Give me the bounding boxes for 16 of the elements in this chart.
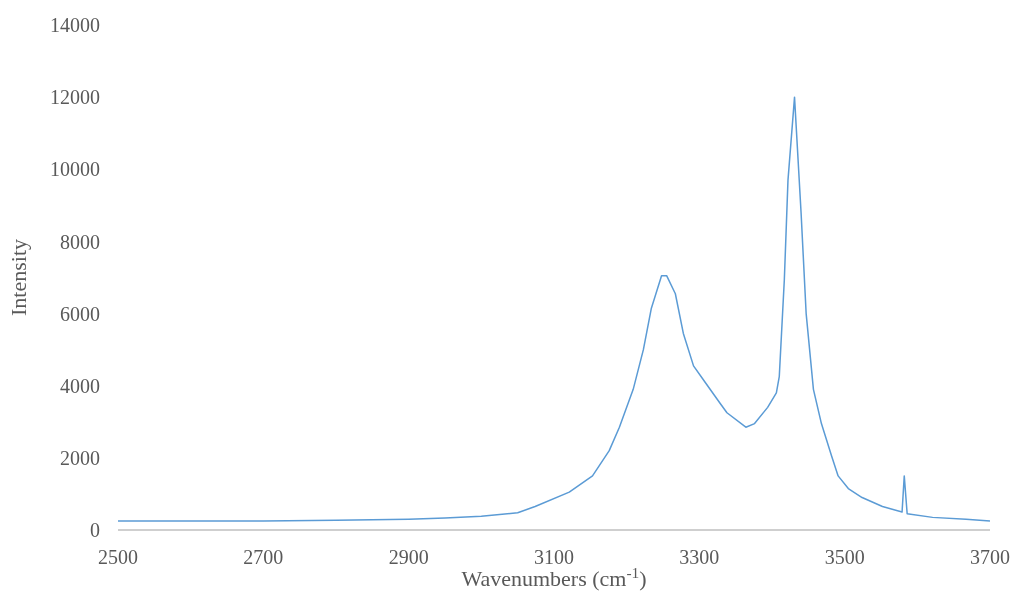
x-tick-label: 3700 <box>970 546 1010 569</box>
y-tick-label: 10000 <box>50 158 100 181</box>
line-series <box>118 96 990 522</box>
y-tick-label: 0 <box>90 519 100 542</box>
x-tick-label: 2700 <box>243 546 284 569</box>
y-axis-title: Intensity <box>5 239 31 316</box>
y-tick-label: 2000 <box>60 446 100 469</box>
x-tick-label: 2900 <box>388 546 429 569</box>
x-tick-label: 3500 <box>824 546 865 569</box>
y-tick-label: 4000 <box>60 374 100 397</box>
y-tick-label: 12000 <box>50 86 100 109</box>
y-tick-label: 8000 <box>60 230 100 253</box>
y-tick-label: 14000 <box>50 14 100 37</box>
x-tick-label: 3300 <box>679 546 720 569</box>
x-tick-label: 2500 <box>98 546 138 569</box>
y-tick-label: 6000 <box>60 302 100 325</box>
